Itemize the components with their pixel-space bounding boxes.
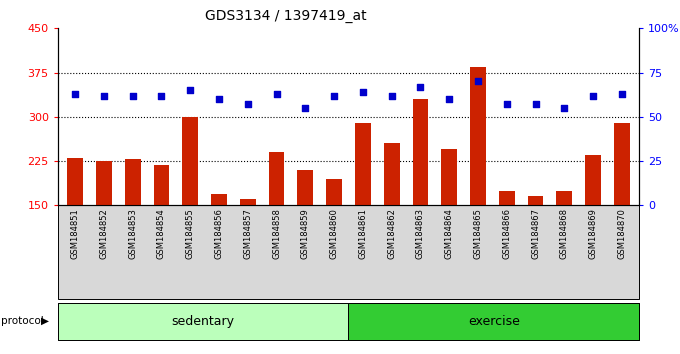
Bar	[470, 67, 486, 205]
Point	[156, 93, 167, 98]
Point	[99, 93, 109, 98]
Bar	[528, 196, 543, 205]
Bar	[499, 190, 515, 205]
Point	[271, 91, 282, 97]
Point	[473, 79, 483, 84]
Text: ▶: ▶	[41, 316, 49, 326]
Bar	[614, 123, 630, 205]
Point	[386, 93, 397, 98]
Bar	[355, 123, 371, 205]
Bar	[124, 159, 141, 205]
Bar	[154, 165, 169, 205]
Point	[444, 96, 455, 102]
Point	[559, 105, 570, 111]
Bar	[96, 161, 112, 205]
Point	[127, 93, 138, 98]
Point	[358, 89, 369, 95]
Point	[530, 102, 541, 107]
Bar	[556, 190, 573, 205]
Point	[242, 102, 253, 107]
Point	[617, 91, 628, 97]
Point	[588, 93, 598, 98]
Point	[415, 84, 426, 90]
Bar	[326, 179, 342, 205]
Text: GDS3134 / 1397419_at: GDS3134 / 1397419_at	[205, 9, 367, 23]
Bar	[67, 158, 83, 205]
Point	[328, 93, 339, 98]
Bar	[441, 149, 457, 205]
Bar	[297, 170, 313, 205]
Text: protocol: protocol	[1, 316, 44, 326]
Text: sedentary: sedentary	[171, 315, 235, 328]
Point	[300, 105, 311, 111]
Bar	[240, 199, 256, 205]
Point	[69, 91, 80, 97]
Bar	[182, 117, 198, 205]
Bar	[413, 99, 428, 205]
Point	[501, 102, 512, 107]
Point	[185, 87, 196, 93]
Point	[214, 96, 224, 102]
Bar	[585, 155, 601, 205]
Bar	[211, 194, 227, 205]
Bar	[269, 152, 284, 205]
Text: exercise: exercise	[468, 315, 520, 328]
Bar	[384, 143, 400, 205]
